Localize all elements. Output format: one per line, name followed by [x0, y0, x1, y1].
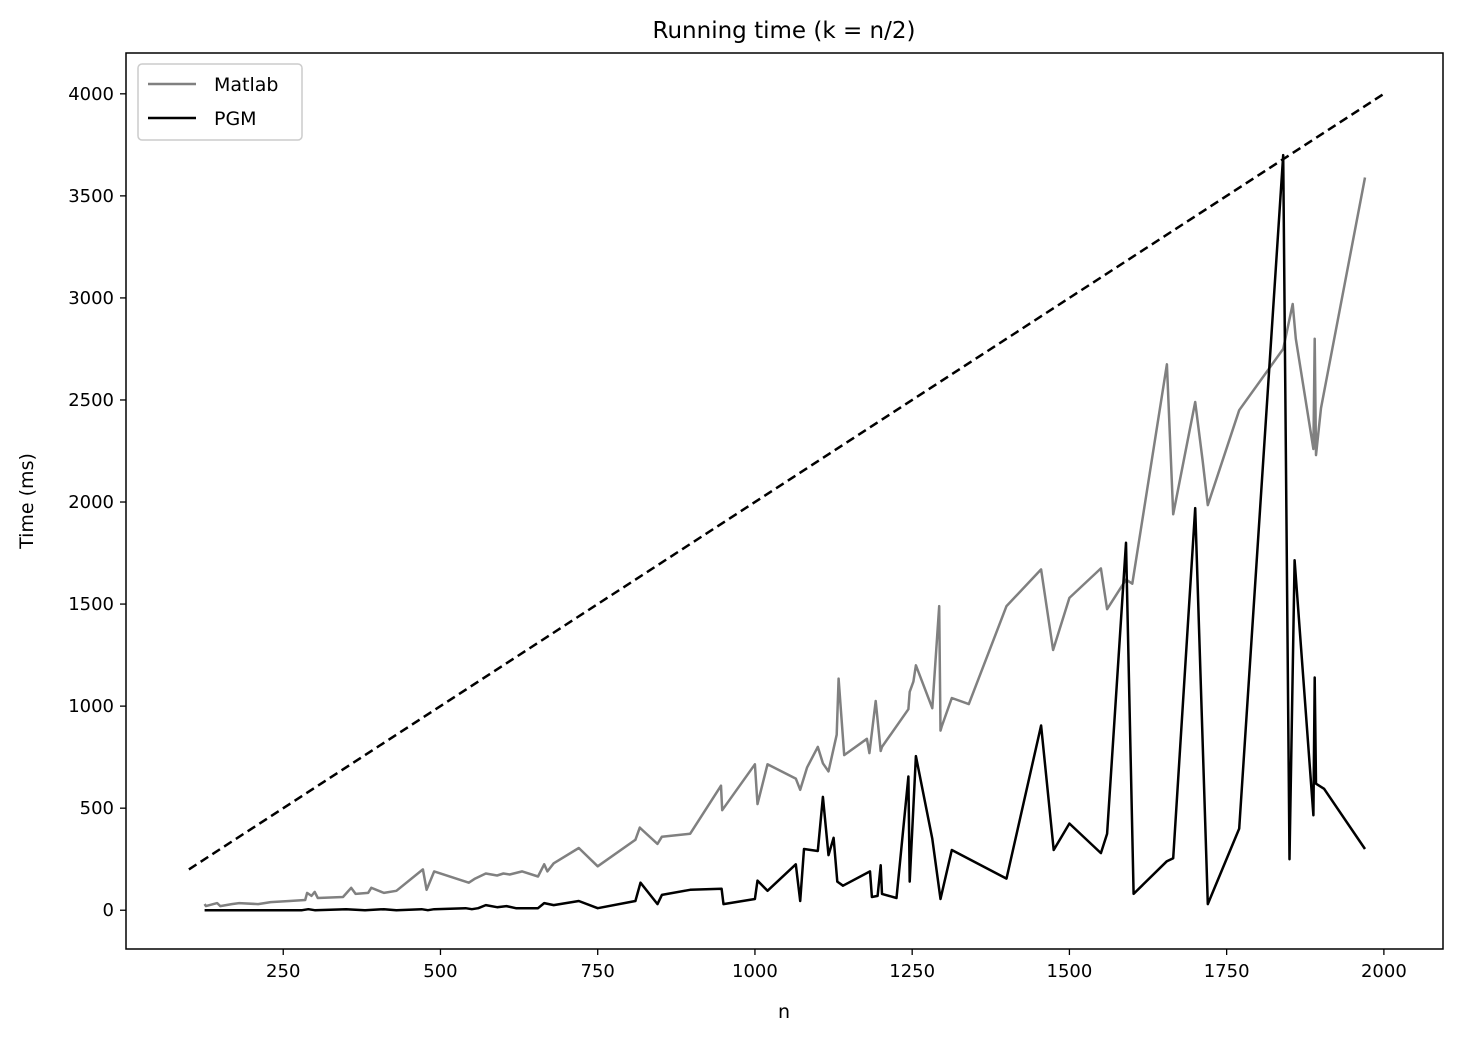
y-axis: 0 500 1000 1500 2000 2500 3000 3500 4000 — [68, 84, 126, 921]
legend: Matlab PGM — [137, 63, 303, 141]
series-line-pgm — [204, 153, 1367, 912]
y-tick-label: 2500 — [68, 390, 114, 411]
plot-lines — [188, 92, 1385, 912]
y-tick-label: 2000 — [68, 492, 114, 513]
y-tick-label: 1500 — [68, 594, 114, 615]
chart-title: Running time (k = n/2) — [653, 18, 916, 44]
y-tick-label: 3000 — [68, 288, 114, 309]
x-tick-label: 2000 — [1361, 961, 1407, 982]
x-tick-label: 500 — [423, 961, 457, 982]
y-tick-label: 3500 — [68, 186, 114, 207]
y-tick-label: 4000 — [68, 84, 114, 105]
x-tick-label: 1500 — [1047, 961, 1093, 982]
series-line-matlab — [203, 177, 1367, 908]
y-tick-label: 500 — [80, 798, 114, 819]
x-axis: 250 500 750 1000 1250 1500 1750 2000 — [266, 949, 1407, 982]
x-tick-label: 1750 — [1204, 961, 1250, 982]
x-tick-label: 250 — [266, 961, 300, 982]
y-axis-label: Time (ms) — [16, 453, 38, 550]
plot-frame — [125, 52, 1444, 950]
x-tick-label: 750 — [581, 961, 615, 982]
legend-label-pgm: PGM — [214, 108, 257, 130]
x-axis-label: n — [778, 1001, 790, 1023]
y-tick-label: 0 — [103, 900, 114, 921]
legend-label-matlab: Matlab — [214, 74, 278, 96]
y-tick-label: 1000 — [68, 696, 114, 717]
x-tick-label: 1000 — [732, 961, 778, 982]
x-tick-label: 1250 — [889, 961, 935, 982]
